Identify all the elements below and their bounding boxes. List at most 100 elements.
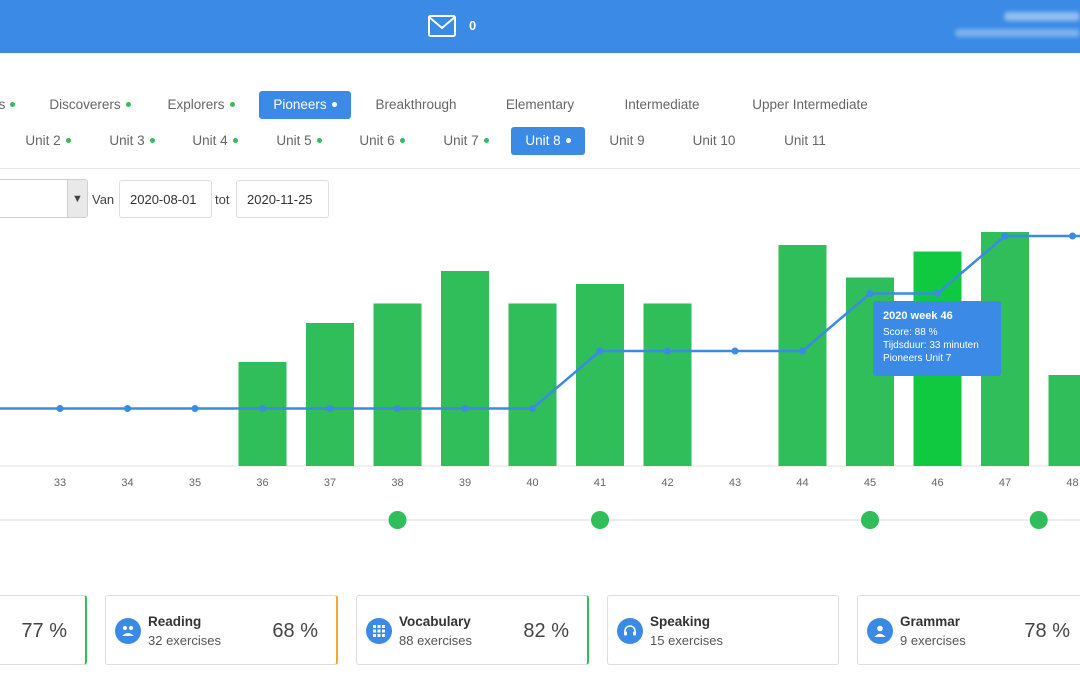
skill-percentage: 68 % — [272, 620, 318, 642]
x-tick-label: 48 — [1066, 477, 1078, 489]
chevron-down-icon[interactable]: ▼ — [67, 180, 87, 217]
score-point — [124, 405, 131, 412]
tab-unit-11[interactable]: Unit 11 — [771, 127, 839, 155]
headset-icon — [617, 618, 643, 644]
skill-title: Speaking — [650, 614, 711, 629]
score-point — [934, 290, 941, 297]
x-tick-label: 42 — [661, 477, 673, 489]
tab-label: Unit 11 — [784, 133, 826, 148]
top-bar: 0 — [0, 0, 1080, 53]
done-dot — [316, 137, 322, 143]
chart-bar[interactable] — [306, 323, 354, 466]
x-tick-label: 41 — [594, 477, 606, 489]
skill-title: Vocabulary — [399, 614, 471, 629]
tab-label: Upper Intermediate — [752, 97, 868, 112]
mail-count: 0 — [469, 18, 477, 33]
tab-unit-8[interactable]: Unit 8 — [511, 127, 585, 155]
user-icon — [867, 618, 893, 644]
chart-bar[interactable] — [778, 245, 827, 466]
milestone-dot[interactable] — [388, 511, 407, 529]
user-name-blurred[interactable] — [1004, 12, 1080, 21]
score-point — [1001, 232, 1009, 240]
tab-level-intermediate[interactable]: Intermediate — [612, 91, 712, 119]
chart-bar[interactable] — [373, 303, 422, 467]
tab-unit-7[interactable]: Unit 7 — [432, 127, 500, 155]
reading-icon — [115, 618, 141, 644]
done-dot — [565, 137, 571, 143]
tab-label: Pioneers — [273, 97, 327, 112]
divider — [0, 168, 1080, 169]
tab-label: Breakthrough — [375, 97, 457, 112]
chart-bar[interactable] — [643, 303, 692, 467]
score-point — [799, 347, 806, 355]
tab-label: Unit 6 — [359, 133, 395, 148]
done-dot — [399, 137, 405, 143]
tab-level-elementary[interactable]: Elementary — [495, 91, 585, 119]
x-tick-label: 38 — [391, 477, 403, 489]
to-label: tot — [215, 192, 230, 207]
x-tick-label: 33 — [54, 477, 66, 489]
tab-label: Discoverers — [49, 97, 121, 112]
tab-level-pioneers[interactable]: Pioneers — [259, 91, 351, 119]
tab-unit-2[interactable]: Unit 2 — [14, 127, 82, 155]
tab-label: Unit 7 — [443, 133, 479, 148]
milestone-dot[interactable] — [861, 511, 879, 529]
skill-percentage: 82 % — [523, 620, 569, 642]
chart-bar[interactable] — [576, 284, 624, 466]
tab-label: Unit 4 — [192, 133, 228, 148]
skill-card-vocabulary[interactable]: Vocabulary 88 exercises 82 % — [356, 595, 589, 665]
tab-unit-10[interactable]: Unit 10 — [680, 127, 748, 155]
mail-icon[interactable] — [428, 15, 456, 37]
skill-exercises: 88 exercises — [399, 633, 472, 648]
milestone-dot[interactable] — [591, 511, 609, 529]
skill-card-speaking[interactable]: Speaking 15 exercises — [607, 595, 839, 665]
tab-unit-6[interactable]: Unit 6 — [348, 127, 416, 155]
done-dot — [232, 137, 238, 143]
chart-bar[interactable] — [238, 362, 287, 466]
done-dot — [125, 101, 131, 107]
skill-card-grammar[interactable]: Grammar 9 exercises 78 % — [857, 595, 1080, 665]
skill-card-reading[interactable]: Reading 32 exercises 68 % — [105, 595, 338, 665]
chart-bar[interactable] — [1048, 375, 1080, 466]
milestone-dot[interactable] — [1029, 511, 1048, 529]
tooltip-title: 2020 week 46 — [883, 310, 953, 322]
score-point — [191, 405, 199, 412]
score-point — [394, 405, 401, 412]
chart-tooltip: 2020 week 46 Score: 88 % Tijdsduur: 33 m… — [873, 301, 1001, 376]
score-line — [0, 234, 1080, 410]
tab-label: Unit 10 — [692, 133, 736, 148]
done-dot — [331, 101, 337, 107]
tab-label: Unit 8 — [525, 133, 561, 148]
done-dot — [65, 137, 71, 143]
tab-level-breakthrough[interactable]: Breakthrough — [365, 91, 467, 119]
score-point — [326, 405, 334, 412]
tab-label: Unit 3 — [109, 133, 145, 148]
from-label: Van — [92, 192, 115, 207]
x-tick-label: 46 — [931, 477, 943, 489]
tab-unit-5[interactable]: Unit 5 — [265, 127, 333, 155]
score-point — [866, 290, 874, 297]
chart-bar[interactable] — [508, 303, 557, 467]
done-dot — [483, 137, 489, 143]
done-dot — [10, 101, 16, 107]
x-tick-label: 47 — [999, 477, 1011, 489]
tab-unit-4[interactable]: Unit 4 — [181, 127, 249, 155]
chart-bar[interactable] — [441, 271, 489, 466]
tab-unit-9[interactable]: Unit 9 — [598, 127, 656, 155]
done-dot — [149, 137, 155, 143]
tab-level-explorers[interactable]: Explorers — [160, 91, 242, 119]
score-point — [1069, 232, 1076, 240]
skill-exercises: 32 exercises — [148, 633, 221, 648]
tooltip-duration: Tijdsduur: 33 minuten — [883, 340, 979, 351]
tab-level-upper-intermediate[interactable]: Upper Intermediate — [738, 91, 882, 119]
tab-level-discoverers[interactable]: Discoverers — [40, 91, 140, 119]
tab-unit-3[interactable]: Unit 3 — [98, 127, 166, 155]
x-tick-label: 35 — [189, 477, 201, 489]
tab-label: Explorers — [167, 97, 225, 112]
tab-level-0[interactable]: s — [0, 91, 20, 119]
to-date-input[interactable] — [236, 180, 329, 218]
x-tick-label: 44 — [796, 477, 808, 489]
skill-card-0[interactable]: 77 % — [0, 595, 87, 665]
skill-exercises: 9 exercises — [900, 633, 966, 648]
from-date-input[interactable] — [119, 180, 212, 218]
